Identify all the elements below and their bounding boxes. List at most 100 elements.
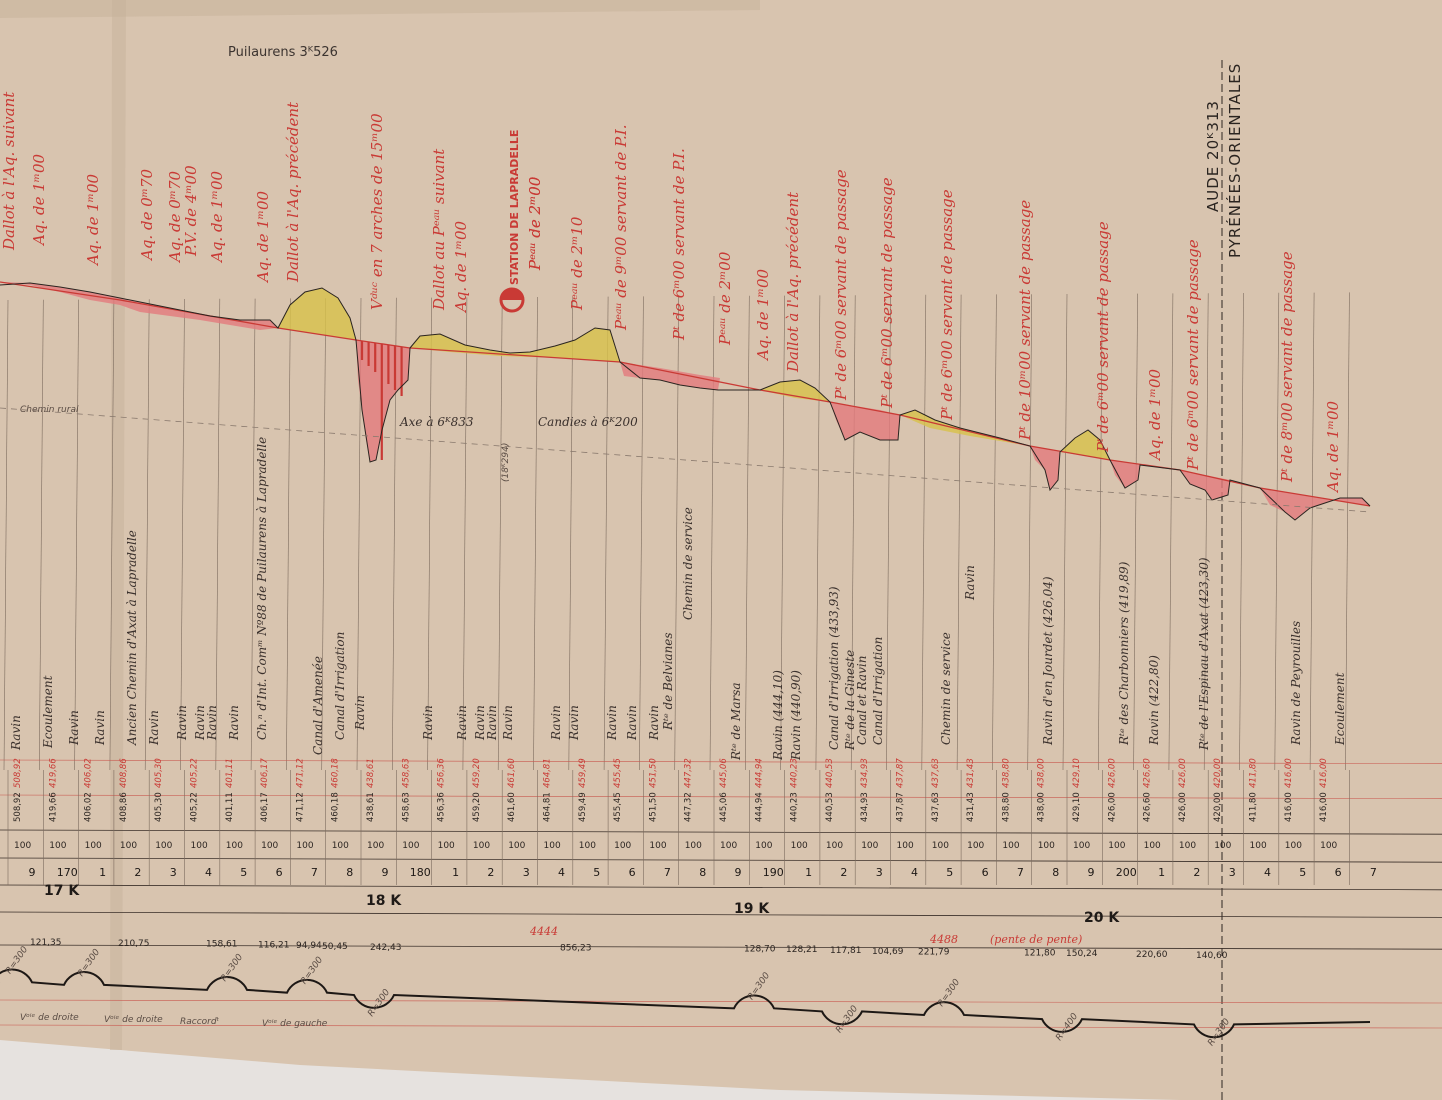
cote-value: 420,00 <box>1213 792 1223 822</box>
hectometre-label: 1 <box>99 866 106 879</box>
cote-value: 416,00 <box>1284 792 1294 822</box>
grid-horizontal-line <box>0 857 1442 863</box>
cote-value: 406,17 <box>260 792 270 822</box>
ouvrage-label: Pᵉᵃᵘ de 2ᵐ00 <box>716 251 734 346</box>
hectometre-label: 9 <box>1088 866 1095 879</box>
ouvrage-label: Aq. de 1ᵐ00 <box>208 170 226 264</box>
grid-vertical-line <box>215 298 221 771</box>
hectometre-label: 1 <box>1158 866 1165 879</box>
deblai-area-1 <box>278 288 356 340</box>
alignement-value: 158,61 <box>206 940 238 950</box>
point-label: Ravin <box>147 710 161 746</box>
grid-vertical-line <box>709 295 715 771</box>
point-label: Ravin (422,80) <box>1147 655 1161 746</box>
cote-projet-value: 416,00 <box>1319 758 1329 788</box>
cote-projet-value: 438,61 <box>366 758 376 788</box>
point-label: Rᵗᵉ de Marsa <box>729 682 743 761</box>
distance-value: 100 <box>1073 841 1090 851</box>
distance-value: 100 <box>544 841 561 851</box>
cotes-row: 508,92 508,92 419,66 419,66 406,02 406,02 408,… <box>13 758 1329 822</box>
grid-vertical-line <box>744 295 750 771</box>
station-marker <box>499 287 525 313</box>
hectometre-label: 6 <box>1335 866 1342 879</box>
terrain-line <box>0 282 1371 521</box>
cote-projet-value: 438,80 <box>1001 758 1011 788</box>
ouvrage-label: Pᵉᵃᵘ de 9ᵐ00 servant de P.I. <box>612 124 630 331</box>
cote-projet-value: 426,00 <box>1178 758 1188 788</box>
hectometre-label: 8 <box>1052 866 1059 879</box>
grid-horizontal-line <box>0 884 1442 891</box>
distance-value: 100 <box>332 841 349 851</box>
alignement-value: 856,23 <box>560 944 592 954</box>
deblai-area-5 <box>1060 430 1110 460</box>
grid-horizontal-line <box>0 794 1442 799</box>
cote-projet-value: 460,18 <box>331 758 341 788</box>
cote-value: 405,30 <box>154 792 164 822</box>
level-note: 4444 <box>529 925 558 938</box>
courbe-label: Vᵒⁱᵉ de droite <box>104 1015 163 1025</box>
distance-value: 100 <box>649 841 666 851</box>
cote-value: 426,60 <box>1143 792 1153 822</box>
pente-note: (pente de pente) <box>990 933 1082 946</box>
grid-vertical-line <box>1027 294 1032 771</box>
alignement-value: 150,24 <box>1066 949 1098 959</box>
ouvrage-label: P.V. de 4ᵐ00 <box>182 165 200 257</box>
hectometre-label: 190 <box>763 866 784 879</box>
point-label: Canal d'Irrigation <box>871 637 885 745</box>
distance-value: 100 <box>155 841 172 851</box>
hectometre-label: 180 <box>410 866 431 879</box>
distances-row: 100 100 100 100 100 100 100 100 100 100 100 100 100 1… <box>14 841 1338 851</box>
distance-value: 100 <box>49 841 66 851</box>
alignement-value: 121,80 <box>1024 948 1056 958</box>
grid-horizontal-line <box>0 829 1442 835</box>
vertical-grid <box>3 292 1350 771</box>
grid-vertical-line <box>3 299 9 771</box>
grid-vertical-line <box>1098 293 1103 771</box>
point-label: Ancien Chemin d'Axat à Lapradelle <box>125 530 139 746</box>
cote-value: 438,61 <box>366 792 376 822</box>
cote-projet-value: 411,80 <box>1249 758 1259 788</box>
right-title-dept: AUDE 20ᴷ313 <box>1204 100 1222 212</box>
point-label: Ravin <box>205 705 219 741</box>
grid-vertical-line <box>603 296 609 771</box>
grid-vertical-line <box>568 296 574 771</box>
kilometre-label: 18 K <box>366 893 402 909</box>
cote-projet-value: 431,43 <box>966 758 976 788</box>
alignement-value: 242,43 <box>370 943 402 953</box>
curve-line <box>0 968 1371 1039</box>
grid-vertical-line <box>74 299 79 771</box>
hectometre-label: 4 <box>205 866 212 879</box>
station-half <box>501 289 523 300</box>
grid-horizontal-line <box>0 944 1442 950</box>
point-label: Ravin de Peyrouilles <box>1289 621 1303 746</box>
cote-value: 405,22 <box>190 792 200 822</box>
distance-value: 100 <box>579 841 596 851</box>
hectometre-label: 2 <box>840 866 847 879</box>
distance-value: 100 <box>932 841 949 851</box>
distance-value: 100 <box>1214 841 1231 851</box>
cote-value: 440,53 <box>825 792 835 822</box>
point-label: Ravin <box>549 705 563 741</box>
grid-vertical-line <box>992 294 997 771</box>
cote-projet-value: 471,12 <box>295 758 305 788</box>
ouvrage-label: Aq. de 1ᵐ00 <box>1146 368 1164 462</box>
cote-value: 406,02 <box>84 792 94 822</box>
hectometre-label: 6 <box>276 866 283 879</box>
cote-projet-value: 405,22 <box>190 758 200 788</box>
hectometre-label: 3 <box>876 866 883 879</box>
grid-vertical-line <box>1239 292 1244 771</box>
kilometre-label: 19 K <box>734 901 770 917</box>
alignement-value: 221,79 <box>918 948 950 958</box>
candies-label: Candies à 6ᴷ200 <box>538 415 638 429</box>
cote-value: 408,86 <box>119 792 129 822</box>
alignement-value: 220,60 <box>1136 950 1168 960</box>
point-label: Ravin <box>67 710 81 746</box>
distance-value: 100 <box>1144 841 1161 851</box>
grid-vertical-line <box>815 295 821 771</box>
cote-projet-value: 419,66 <box>48 758 58 788</box>
hectometre-label: 2 <box>1193 866 1200 879</box>
ouvrage-label: Pᵗ de 6ᵐ00 servant de P.I. <box>670 148 688 341</box>
hectometre-label: 200 <box>1116 866 1137 879</box>
datum-line <box>0 407 1371 513</box>
cote-projet-value: 406,17 <box>260 758 270 788</box>
